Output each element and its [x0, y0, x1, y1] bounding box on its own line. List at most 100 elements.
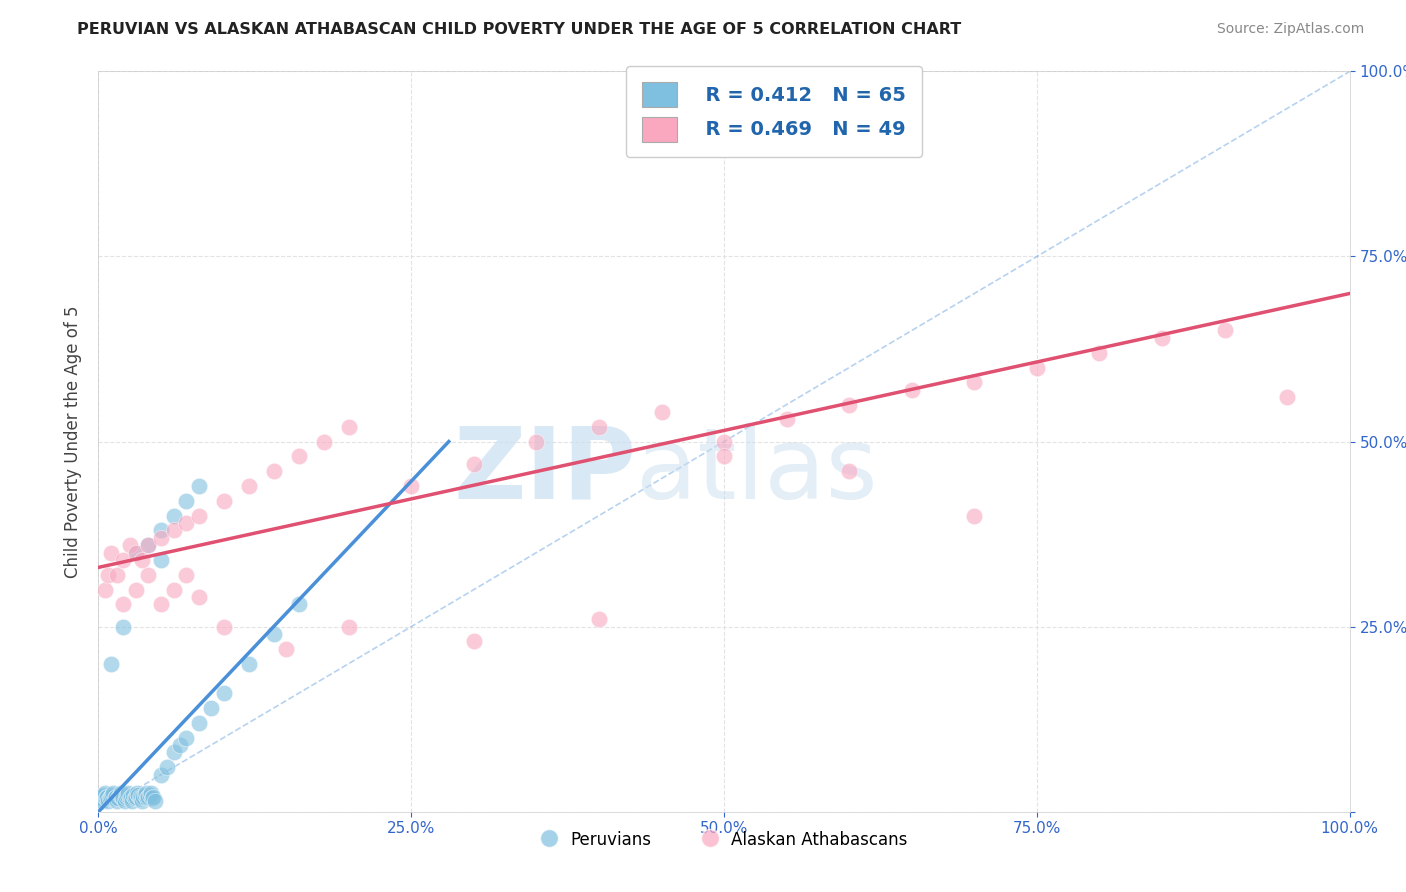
Point	[312, 434, 335, 449]
Point	[138, 567, 160, 582]
Point	[212, 686, 235, 700]
Point	[174, 567, 197, 582]
Point	[287, 450, 309, 464]
Point	[337, 619, 360, 633]
Point	[162, 582, 184, 597]
Point	[127, 789, 149, 803]
Point	[524, 434, 547, 449]
Point	[141, 791, 163, 805]
Point	[93, 789, 115, 803]
Point	[187, 479, 209, 493]
Point	[93, 786, 115, 800]
Point	[129, 791, 152, 805]
Point	[187, 590, 209, 604]
Point	[588, 419, 610, 434]
Point	[118, 538, 141, 552]
Point	[187, 715, 209, 730]
Point	[162, 508, 184, 523]
Point	[89, 789, 111, 804]
Point	[142, 789, 165, 804]
Point	[200, 701, 222, 715]
Point	[963, 508, 986, 523]
Point	[401, 479, 423, 493]
Text: PERUVIAN VS ALASKAN ATHABASCAN CHILD POVERTY UNDER THE AGE OF 5 CORRELATION CHAR: PERUVIAN VS ALASKAN ATHABASCAN CHILD POV…	[77, 22, 962, 37]
Point	[838, 464, 860, 478]
Point	[138, 538, 160, 552]
Point	[96, 789, 118, 804]
Point	[1213, 324, 1236, 338]
Point	[104, 789, 127, 804]
Point	[150, 553, 173, 567]
Point	[212, 493, 235, 508]
Point	[112, 791, 135, 805]
Point	[143, 794, 166, 808]
Point	[124, 791, 146, 805]
Point	[112, 619, 135, 633]
Point	[174, 493, 197, 508]
Point	[115, 789, 138, 804]
Point	[97, 567, 120, 582]
Point	[125, 789, 148, 804]
Point	[169, 738, 191, 752]
Point	[111, 789, 134, 804]
Point	[263, 464, 285, 478]
Point	[156, 760, 179, 774]
Point	[838, 398, 860, 412]
Point	[121, 794, 143, 808]
Point	[138, 789, 160, 803]
Point	[101, 789, 124, 803]
Point	[212, 619, 235, 633]
Point	[588, 612, 610, 626]
Point	[187, 508, 209, 523]
Point	[713, 450, 735, 464]
Point	[713, 434, 735, 449]
Point	[100, 657, 122, 671]
Point	[274, 641, 298, 656]
Point	[263, 627, 285, 641]
Point	[110, 786, 132, 800]
Y-axis label: Child Poverty Under the Age of 5: Child Poverty Under the Age of 5	[63, 305, 82, 578]
Point	[132, 789, 155, 804]
Point	[162, 746, 184, 760]
Point	[120, 789, 142, 804]
Point	[90, 791, 112, 805]
Point	[115, 789, 138, 803]
Point	[104, 791, 127, 805]
Point	[134, 789, 156, 803]
Point	[91, 794, 114, 808]
Point	[114, 794, 136, 808]
Point	[238, 479, 260, 493]
Point	[287, 598, 309, 612]
Point	[103, 786, 125, 800]
Point	[117, 786, 139, 800]
Point	[900, 383, 922, 397]
Text: Source: ZipAtlas.com: Source: ZipAtlas.com	[1216, 22, 1364, 37]
Point	[135, 786, 157, 800]
Point	[98, 791, 121, 805]
Point	[463, 457, 485, 471]
Point	[1088, 345, 1111, 359]
Point	[112, 598, 135, 612]
Point	[963, 376, 986, 390]
Point	[150, 531, 173, 545]
Point	[128, 789, 150, 804]
Point	[125, 582, 148, 597]
Point	[94, 791, 117, 805]
Point	[112, 553, 135, 567]
Point	[97, 794, 120, 808]
Text: ZIP: ZIP	[454, 423, 637, 520]
Point	[174, 731, 197, 745]
Point	[337, 419, 360, 434]
Point	[162, 524, 184, 538]
Point	[131, 553, 153, 567]
Point	[100, 789, 122, 804]
Point	[1026, 360, 1049, 375]
Point	[238, 657, 260, 671]
Point	[108, 789, 131, 803]
Point	[138, 538, 160, 552]
Point	[127, 786, 149, 800]
Point	[174, 516, 197, 530]
Point	[136, 791, 159, 805]
Point	[650, 405, 672, 419]
Point	[150, 767, 173, 781]
